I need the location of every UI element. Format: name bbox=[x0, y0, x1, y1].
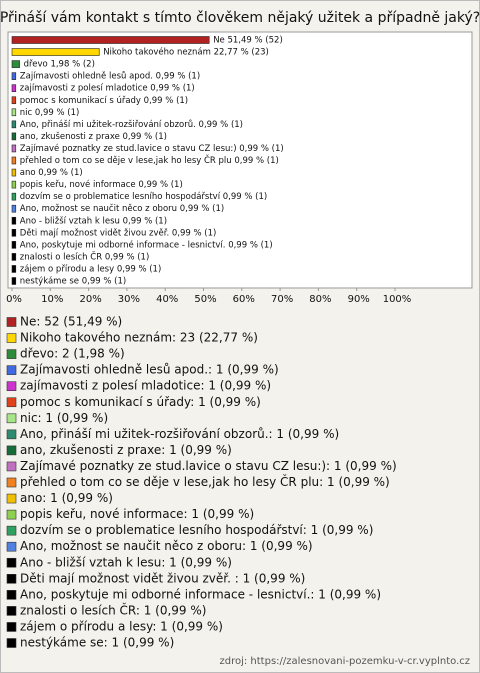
legend-label: ano, zkušenosti z praxe: 1 (0,99 %) bbox=[20, 443, 232, 457]
legend-label: nic: 1 (0,99 %) bbox=[20, 411, 108, 425]
bar-label: Ne 51,49 % (52) bbox=[213, 36, 283, 46]
bar-label: pomoc s komunikací s úřady 0,99 % (1) bbox=[20, 96, 188, 106]
x-tick-label: 60% bbox=[233, 294, 255, 305]
legend-label: ano: 1 (0,99 %) bbox=[20, 491, 113, 505]
bar bbox=[11, 72, 17, 80]
legend-swatch bbox=[6, 349, 17, 359]
x-tick-label: 70% bbox=[271, 294, 293, 305]
legend-label: nestýkáme se: 1 (0,99 %) bbox=[20, 636, 174, 650]
bar bbox=[11, 241, 17, 249]
legend-swatch bbox=[6, 590, 17, 600]
bar-label: přehled o tom co se děje v lese,jak ho l… bbox=[20, 154, 279, 166]
legend-swatch bbox=[6, 381, 17, 392]
legend-swatch bbox=[6, 573, 17, 584]
legend-swatch bbox=[6, 493, 17, 504]
legend-swatch bbox=[6, 397, 17, 408]
legend-label: Zajímavé poznatky ze stud.lavice o stavu… bbox=[20, 459, 397, 473]
bar-label: zájem o přírodu a lesy 0,99 % (1) bbox=[20, 264, 162, 274]
x-tick-label: 40% bbox=[156, 294, 178, 305]
legend-swatch bbox=[6, 477, 17, 488]
bar-label: Ano, přináší mi užitek-rozšiřování obzor… bbox=[20, 119, 243, 130]
legend-label: pomoc s komunikací s úřady: 1 (0,99 %) bbox=[20, 395, 261, 409]
bar bbox=[11, 84, 17, 92]
bar-label: nestýkáme se 0,99 % (1) bbox=[20, 277, 126, 287]
legend-swatch bbox=[6, 509, 17, 520]
bar bbox=[11, 192, 17, 201]
x-tick-label: 100% bbox=[383, 294, 412, 305]
legend-label: dřevo: 2 (1,98 %) bbox=[20, 347, 125, 361]
x-tick-label: 0% bbox=[6, 294, 22, 305]
bar bbox=[11, 253, 17, 261]
legend-label: Ano - bližší vztah k lesu: 1 (0,99 %) bbox=[20, 555, 232, 569]
legend-label: Ano, poskytuje mi odborné informace - le… bbox=[20, 587, 381, 601]
plot-area bbox=[7, 31, 473, 289]
legend-label: Ano, přináší mi užitek-rozšiřování obzor… bbox=[20, 427, 339, 441]
legend-label: zájem o přírodu a lesy: 1 (0,99 %) bbox=[20, 619, 223, 633]
bar bbox=[11, 229, 17, 237]
legend-label: Ano, možnost se naučit něco z oboru: 1 (… bbox=[20, 539, 313, 553]
x-tick-label: 30% bbox=[118, 294, 140, 305]
legend-swatch bbox=[6, 638, 17, 648]
chart-title: Přináší vám kontakt s tímto člověkem něj… bbox=[0, 10, 480, 26]
bar-label: popis keřu, nové informace 0,99 % (1) bbox=[20, 179, 183, 190]
legend-label: popis keřu, nové informace: 1 (0,99 %) bbox=[20, 507, 254, 521]
bar bbox=[11, 96, 17, 105]
bar bbox=[11, 265, 17, 273]
bar bbox=[11, 132, 17, 141]
legend-swatch bbox=[6, 413, 17, 424]
legend-swatch bbox=[6, 317, 17, 327]
bar bbox=[11, 180, 17, 189]
bar bbox=[11, 48, 100, 56]
x-tick-label: 20% bbox=[79, 294, 101, 305]
bar-label: Ano, poskytuje mi odborné informace - le… bbox=[20, 239, 273, 250]
bar-label: zajímavosti z polesí mladotice 0,99 % (1… bbox=[20, 84, 195, 94]
bar bbox=[11, 204, 17, 213]
legend-swatch bbox=[6, 541, 17, 552]
legend-swatch bbox=[6, 461, 17, 472]
bar-label: znalosti o lesích ČR 0,99 % (1) bbox=[20, 250, 149, 262]
x-tick-label: 50% bbox=[194, 294, 216, 305]
legend-swatch bbox=[6, 365, 17, 375]
legend-swatch bbox=[6, 445, 17, 456]
bar bbox=[11, 277, 17, 285]
legend-swatch bbox=[6, 333, 17, 343]
bar-label: ano, zkušenosti z praxe 0,99 % (1) bbox=[20, 131, 167, 142]
x-tick-label: 90% bbox=[348, 294, 370, 305]
bar-label: Ano, možnost se naučit něco z oboru 0,99… bbox=[20, 203, 224, 214]
bar-label: dozvím se o problematice lesního hospodá… bbox=[20, 192, 267, 202]
bar bbox=[11, 36, 210, 44]
bar-label: Zajímavé poznatky ze stud.lavice o stavu… bbox=[20, 143, 284, 154]
source: zdroj: https://zalesnovani-pozemku-v-cr.… bbox=[219, 656, 470, 667]
legend-label: Děti mají možnost vidět živou zvěř. : 1 … bbox=[20, 571, 305, 585]
x-tick-label: 80% bbox=[309, 294, 331, 305]
legend-swatch bbox=[6, 557, 17, 568]
bar bbox=[11, 60, 20, 68]
bar-label: Nikoho takového neznám 22,77 % (23) bbox=[103, 47, 269, 58]
bar bbox=[11, 168, 17, 177]
legend-label: znalosti o lesích ČR: 1 (0,99 %) bbox=[20, 602, 206, 617]
bar bbox=[11, 216, 17, 225]
x-tick-label: 10% bbox=[41, 294, 63, 305]
legend-label: Nikoho takového neznám: 23 (22,77 %) bbox=[20, 331, 258, 345]
bar-label: nic 0,99 % (1) bbox=[20, 108, 80, 118]
legend-label: zajímavosti z polesí mladotice: 1 (0,99 … bbox=[20, 379, 271, 393]
bar bbox=[11, 144, 17, 153]
bar-label: Zajímavosti ohledně lesů apod. 0,99 % (1… bbox=[20, 71, 200, 82]
legend-label: dozvím se o problematice lesního hospodá… bbox=[20, 523, 373, 537]
legend-swatch bbox=[6, 429, 17, 440]
bar-label: Ano - bližší vztah k lesu 0,99 % (1) bbox=[20, 215, 167, 226]
legend-label: Zajímavosti ohledně lesů apod.: 1 (0,99 … bbox=[20, 363, 279, 377]
legend-swatch bbox=[6, 525, 17, 536]
bar-label: ano 0,99 % (1) bbox=[20, 168, 83, 178]
legend-label: přehled o tom co se děje v lese,jak ho l… bbox=[20, 474, 390, 489]
bar bbox=[11, 108, 17, 117]
legend-label: Ne: 52 (51,49 %) bbox=[20, 315, 122, 329]
legend-swatch bbox=[6, 622, 17, 632]
bar bbox=[11, 120, 17, 129]
bar bbox=[11, 156, 17, 165]
bar-label: dřevo 1,98 % (2) bbox=[24, 60, 95, 70]
bar-label: Děti mají možnost vidět živou zvěř. 0,99… bbox=[20, 228, 217, 238]
legend-swatch bbox=[6, 606, 17, 616]
